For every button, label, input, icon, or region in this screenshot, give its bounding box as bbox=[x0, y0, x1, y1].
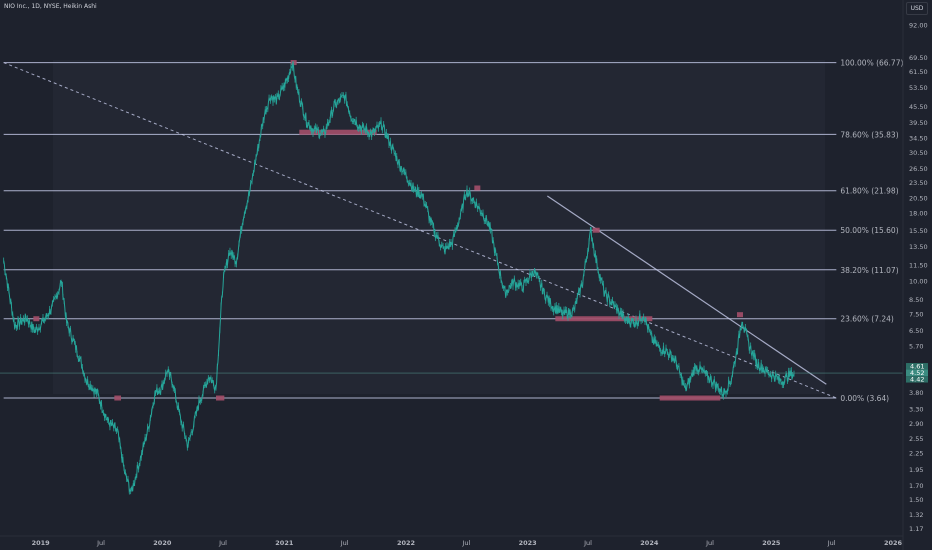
y-tick-label: 53.50 bbox=[909, 84, 928, 92]
y-axis: 92.00 69.50 61.50 53.50 45.50 39.50 34.50 30.50… bbox=[902, 0, 928, 550]
x-tick-label: 2026 bbox=[884, 539, 903, 547]
chart-header: NIO Inc., 1D, NYSE, Heikin Ashi bbox=[4, 3, 97, 10]
y-tick-label: 61.50 bbox=[909, 68, 928, 76]
x-tick-label: Jul bbox=[461, 539, 470, 547]
price-series bbox=[3, 61, 795, 495]
y-tick-label: 1.50 bbox=[909, 496, 923, 504]
last-price-label: 4.52 bbox=[910, 369, 924, 377]
x-tick-label: Jul bbox=[340, 539, 349, 547]
y-tick-label: 3.80 bbox=[909, 389, 923, 397]
fib-label: 23.60% (7.24) bbox=[840, 315, 894, 324]
y-tick-label: 2.55 bbox=[909, 435, 923, 443]
y-tick-label: 13.50 bbox=[909, 243, 928, 251]
y-tick-label: 45.50 bbox=[909, 103, 928, 111]
y-tick-label: 34.50 bbox=[909, 135, 928, 143]
fib-label: 0.00% (3.64) bbox=[840, 394, 889, 403]
last-price-badge bbox=[906, 369, 928, 377]
x-tick-label: Jul bbox=[218, 539, 227, 547]
y-tick-label: 20.50 bbox=[909, 195, 928, 203]
x-tick-label: Jul bbox=[583, 539, 592, 547]
x-tick-label: 2024 bbox=[640, 539, 659, 547]
highlight-zone bbox=[216, 395, 225, 401]
y-tick-label: 6.50 bbox=[909, 327, 923, 335]
y-tick-label: 30.50 bbox=[909, 149, 928, 157]
highlight-zone bbox=[474, 185, 481, 191]
y-tick-label: 15.50 bbox=[909, 227, 928, 235]
last-price-label: 4.42 bbox=[910, 375, 924, 383]
y-tick-label: 69.50 bbox=[909, 54, 928, 62]
y-tick-label: 1.95 bbox=[909, 466, 923, 474]
x-tick-label: 2021 bbox=[275, 539, 294, 547]
y-tick-label: 18.00 bbox=[909, 210, 928, 218]
y-tick-label: 92.00 bbox=[909, 22, 928, 30]
y-tick-label: 8.50 bbox=[909, 296, 923, 304]
fib-label: 50.00% (15.60) bbox=[840, 226, 898, 235]
y-tick-label: 7.50 bbox=[909, 311, 923, 319]
y-tick-label: 26.50 bbox=[909, 165, 928, 173]
highlight-zone bbox=[114, 395, 121, 401]
y-tick-label: 23.50 bbox=[909, 179, 928, 187]
fib-label: 61.80% (21.98) bbox=[840, 187, 898, 196]
y-tick-label: 39.50 bbox=[909, 119, 928, 127]
highlight-zone bbox=[555, 316, 653, 322]
trendlines bbox=[3, 62, 837, 399]
highlight-zone bbox=[299, 129, 377, 135]
y-tick-label: 1.17 bbox=[909, 525, 923, 533]
y-tick-label: 2.25 bbox=[909, 449, 923, 457]
last-price-label: 4.61 bbox=[910, 362, 924, 370]
fib-label: 78.60% (35.83) bbox=[840, 130, 898, 139]
x-tick-label: Jul bbox=[827, 539, 836, 547]
fib-label: 38.20% (11.07) bbox=[840, 266, 898, 275]
last-price-badge bbox=[906, 376, 928, 383]
last-price-badge bbox=[906, 363, 928, 370]
y-tick-label: 10.00 bbox=[909, 277, 928, 285]
x-tick-label: Jul bbox=[96, 539, 105, 547]
x-axis: 2019 Jul 2020 Jul 2021 Jul 2022 Jul 2023 Jul 2024 J… bbox=[0, 535, 903, 547]
y-tick-label: 2.90 bbox=[909, 420, 923, 428]
fib-zone bbox=[53, 60, 825, 394]
resistance-trendline bbox=[546, 195, 827, 385]
y-tick-label: 1.32 bbox=[909, 511, 923, 519]
highlight-zone bbox=[592, 227, 600, 233]
x-tick-label: 2025 bbox=[762, 539, 781, 547]
x-tick-label: 2019 bbox=[32, 539, 51, 547]
currency-button[interactable]: USD bbox=[906, 2, 928, 15]
x-tick-label: 2023 bbox=[519, 539, 537, 547]
y-tick-label: 3.30 bbox=[909, 405, 923, 413]
highlight-zones bbox=[33, 60, 743, 401]
fib-label: 100.00% (66.77) bbox=[840, 59, 903, 68]
highlight-zone bbox=[33, 316, 40, 322]
y-tick-label: 5.70 bbox=[909, 342, 923, 350]
fibonacci-retracement: 100.00% (66.77) 78.60% (35.83) 61.80% (21.… bbox=[3, 59, 903, 403]
highlight-zone bbox=[737, 312, 743, 318]
highlight-zone bbox=[659, 395, 721, 401]
x-tick-label: Jul bbox=[705, 539, 714, 547]
x-tick-label: 2020 bbox=[153, 539, 172, 547]
highlight-zone bbox=[290, 60, 297, 66]
x-tick-label: 2022 bbox=[397, 539, 415, 547]
y-tick-label: 1.70 bbox=[909, 482, 923, 490]
y-tick-label: 11.50 bbox=[909, 261, 928, 269]
